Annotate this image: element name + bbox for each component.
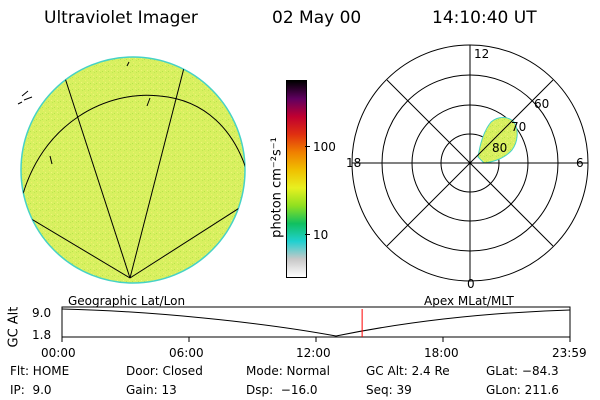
colorbar xyxy=(286,80,307,278)
x-tick-label-0000: 00:00 xyxy=(41,346,76,360)
colorbar-label-10: 10 xyxy=(313,228,329,242)
x-tick-label-1800: 18:00 xyxy=(424,346,459,360)
colorbar-tick-100 xyxy=(305,146,310,147)
meridian-line-2 xyxy=(129,59,187,279)
date-label: 02 May 00 xyxy=(272,8,362,28)
info-mode: Mode: Normal xyxy=(246,364,330,378)
polar-diagonal-2 xyxy=(386,79,554,247)
coast-mark-1 xyxy=(17,90,33,105)
x-tick-label-0600: 06:00 xyxy=(169,346,204,360)
projection-left-label: Geographic Lat/Lon xyxy=(68,294,186,308)
meridian-line-4 xyxy=(129,197,245,279)
coast-mark-2 xyxy=(49,155,53,165)
altitude-curve xyxy=(61,308,571,337)
mlt-label-18: 18 xyxy=(346,156,362,170)
time-label: 14:10:40 UT xyxy=(432,8,537,28)
x-tick-label-1200: 12:00 xyxy=(296,346,331,360)
colorbar-label-100: 100 xyxy=(313,140,336,154)
instrument-title: Ultraviolet Imager xyxy=(44,8,198,28)
auroral-oval-patch xyxy=(477,117,518,164)
colorbar-tick-10 xyxy=(305,234,310,235)
mlat-label-60: 60 xyxy=(534,97,550,111)
info-seq: Seq: 39 xyxy=(366,383,412,397)
info-door: Door: Closed xyxy=(126,364,203,378)
info-gc-alt: GC Alt: 2.4 Re xyxy=(366,364,450,378)
info-ip: IP: 9.0 xyxy=(10,383,52,397)
mlt-label-12: 12 xyxy=(474,47,490,61)
mlt-label-6: 6 xyxy=(576,156,584,170)
altitude-tick-low: 1.8 xyxy=(32,328,52,342)
altitude-tick-high: 9.0 xyxy=(32,306,52,320)
info-glat: GLat: −84.3 xyxy=(486,364,559,378)
mlat-label-70: 70 xyxy=(511,120,527,134)
coast-mark-4 xyxy=(126,61,130,67)
info-dsp: Dsp: −16.0 xyxy=(246,383,318,397)
coast-mark-3 xyxy=(146,97,151,107)
info-flight: Flt: HOME xyxy=(10,364,70,378)
x-tick-label-2359: 23:59 xyxy=(552,346,587,360)
projection-right-label: Apex MLat/MLT xyxy=(424,294,514,308)
info-gain: Gain: 13 xyxy=(126,383,177,397)
meridian-line-1 xyxy=(64,77,131,279)
latitude-circle xyxy=(21,94,245,206)
mlt-label-0: 0 xyxy=(467,277,475,291)
info-glon: GLon: 211.6 xyxy=(486,383,559,397)
mlat-label-80: 80 xyxy=(492,141,508,155)
